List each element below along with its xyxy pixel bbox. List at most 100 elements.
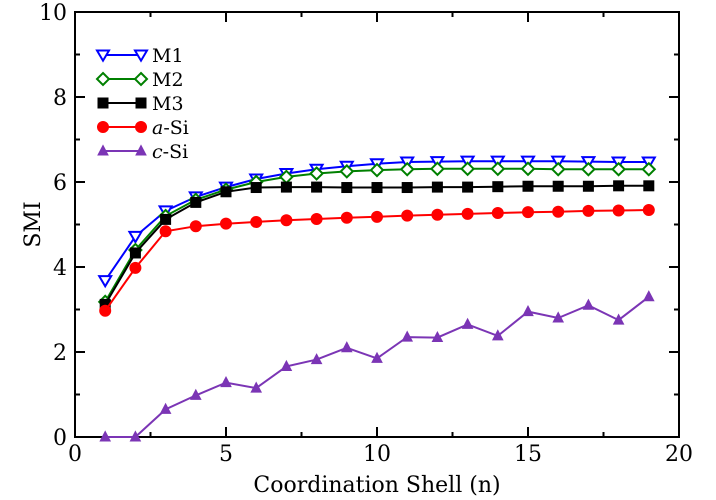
data-point-a-si	[159, 225, 172, 238]
data-point-a-si	[642, 204, 655, 217]
legend-marker-m3	[135, 97, 147, 109]
x-tick-label: 5	[219, 442, 233, 467]
data-point-m3	[190, 196, 202, 208]
data-point-c-si	[129, 430, 142, 442]
data-point-m2	[580, 161, 596, 177]
data-point-m2	[460, 161, 476, 177]
data-point-m2	[611, 161, 627, 177]
data-point-a-si	[401, 209, 414, 222]
series-layer	[97, 155, 657, 442]
plot-area: 0 5 10 15 20 0 2 4 6 8 10	[39, 1, 693, 467]
data-point-a-si	[582, 204, 595, 217]
legend-entry-a-si: a-Si	[97, 117, 189, 139]
data-point-a-si	[129, 261, 142, 274]
data-point-m3	[613, 180, 625, 192]
data-point-a-si	[522, 206, 534, 219]
legend-marker-c-si	[135, 144, 147, 156]
data-point-a-si	[461, 207, 474, 220]
x-tick-label: 0	[68, 442, 82, 467]
data-point-c-si	[99, 430, 112, 442]
data-point-c-si	[491, 329, 504, 341]
legend-entry-m2: M2	[95, 69, 184, 91]
data-point-c-si	[280, 359, 293, 371]
data-point-m3	[280, 181, 292, 193]
series-m3	[99, 180, 655, 310]
data-point-c-si	[220, 376, 232, 388]
data-point-c-si	[582, 298, 595, 310]
y-axis-label: SMI	[21, 201, 46, 247]
x-tick-label: 15	[514, 442, 542, 467]
data-point-a-si	[491, 207, 504, 220]
series-c-si	[99, 290, 655, 442]
legend-entry-c-si: c-Si	[97, 141, 188, 163]
data-point-c-si	[431, 330, 444, 343]
series-line-a-si	[104, 209, 649, 312]
legend-label-m3: M3	[152, 93, 184, 115]
data-point-m3	[311, 181, 323, 193]
x-axis-label: Coordination Shell (n)	[253, 473, 500, 498]
data-point-m3	[129, 247, 141, 259]
legend-marker-c-si	[97, 144, 109, 156]
legend-marker-m1	[133, 49, 149, 63]
data-point-a-si	[280, 214, 293, 227]
data-point-c-si	[250, 381, 263, 393]
legend-marker-a-si	[97, 121, 109, 133]
data-point-m2	[550, 161, 566, 177]
data-point-c-si	[401, 330, 414, 342]
data-point-c-si	[461, 317, 474, 329]
data-point-c-si	[340, 341, 353, 353]
data-point-m1	[97, 275, 113, 289]
data-point-m1	[550, 155, 566, 169]
x-tick-label: 10	[363, 442, 391, 467]
data-point-m3	[643, 180, 655, 192]
y-tick-label: 4	[53, 256, 67, 281]
data-point-m3	[492, 181, 504, 193]
data-point-m3	[522, 180, 534, 192]
legend-entry-m3: M3	[97, 93, 184, 115]
y-tick-label: 0	[53, 426, 67, 451]
legend-marker-m3	[97, 97, 109, 109]
data-point-m3	[160, 213, 172, 225]
data-point-c-si	[552, 311, 565, 323]
y-tick-label: 8	[53, 86, 67, 111]
data-point-m2	[520, 161, 536, 177]
data-point-m2	[339, 163, 355, 179]
data-point-c-si	[310, 353, 323, 365]
data-point-m2	[369, 162, 385, 178]
data-point-m3	[552, 180, 564, 192]
legend-entry-m1: M1	[95, 45, 184, 67]
legend-label-c-si: c-Si	[152, 141, 188, 163]
y-tick-label: 2	[53, 341, 67, 366]
data-point-m3	[250, 182, 262, 194]
legend-marker-m1	[95, 49, 111, 63]
data-point-m3	[582, 180, 594, 192]
data-point-c-si	[642, 290, 655, 302]
legend-marker-a-si	[135, 121, 147, 133]
data-point-c-si	[189, 388, 202, 400]
data-point-a-si	[371, 210, 383, 223]
data-point-a-si	[612, 204, 625, 217]
data-point-c-si	[371, 351, 383, 363]
data-point-m2	[641, 161, 657, 177]
data-point-m3	[401, 182, 413, 194]
data-point-a-si	[99, 304, 112, 317]
data-point-a-si	[189, 220, 202, 233]
data-point-m3	[462, 181, 474, 193]
data-point-c-si	[612, 313, 625, 325]
data-point-m1	[127, 230, 144, 245]
legend-label-m1: M1	[152, 45, 184, 67]
data-point-m3	[220, 186, 232, 198]
data-point-c-si	[159, 402, 172, 414]
data-point-c-si	[522, 305, 534, 317]
data-point-a-si	[250, 215, 263, 228]
data-point-m3	[341, 182, 353, 194]
series-a-si	[99, 204, 655, 317]
y-tick-label: 10	[39, 1, 67, 26]
data-point-a-si	[310, 212, 323, 225]
data-point-a-si	[552, 205, 565, 218]
legend-marker-m2	[95, 71, 111, 87]
data-point-m3	[431, 181, 443, 193]
legend-label-a-si: a-Si	[152, 117, 189, 139]
